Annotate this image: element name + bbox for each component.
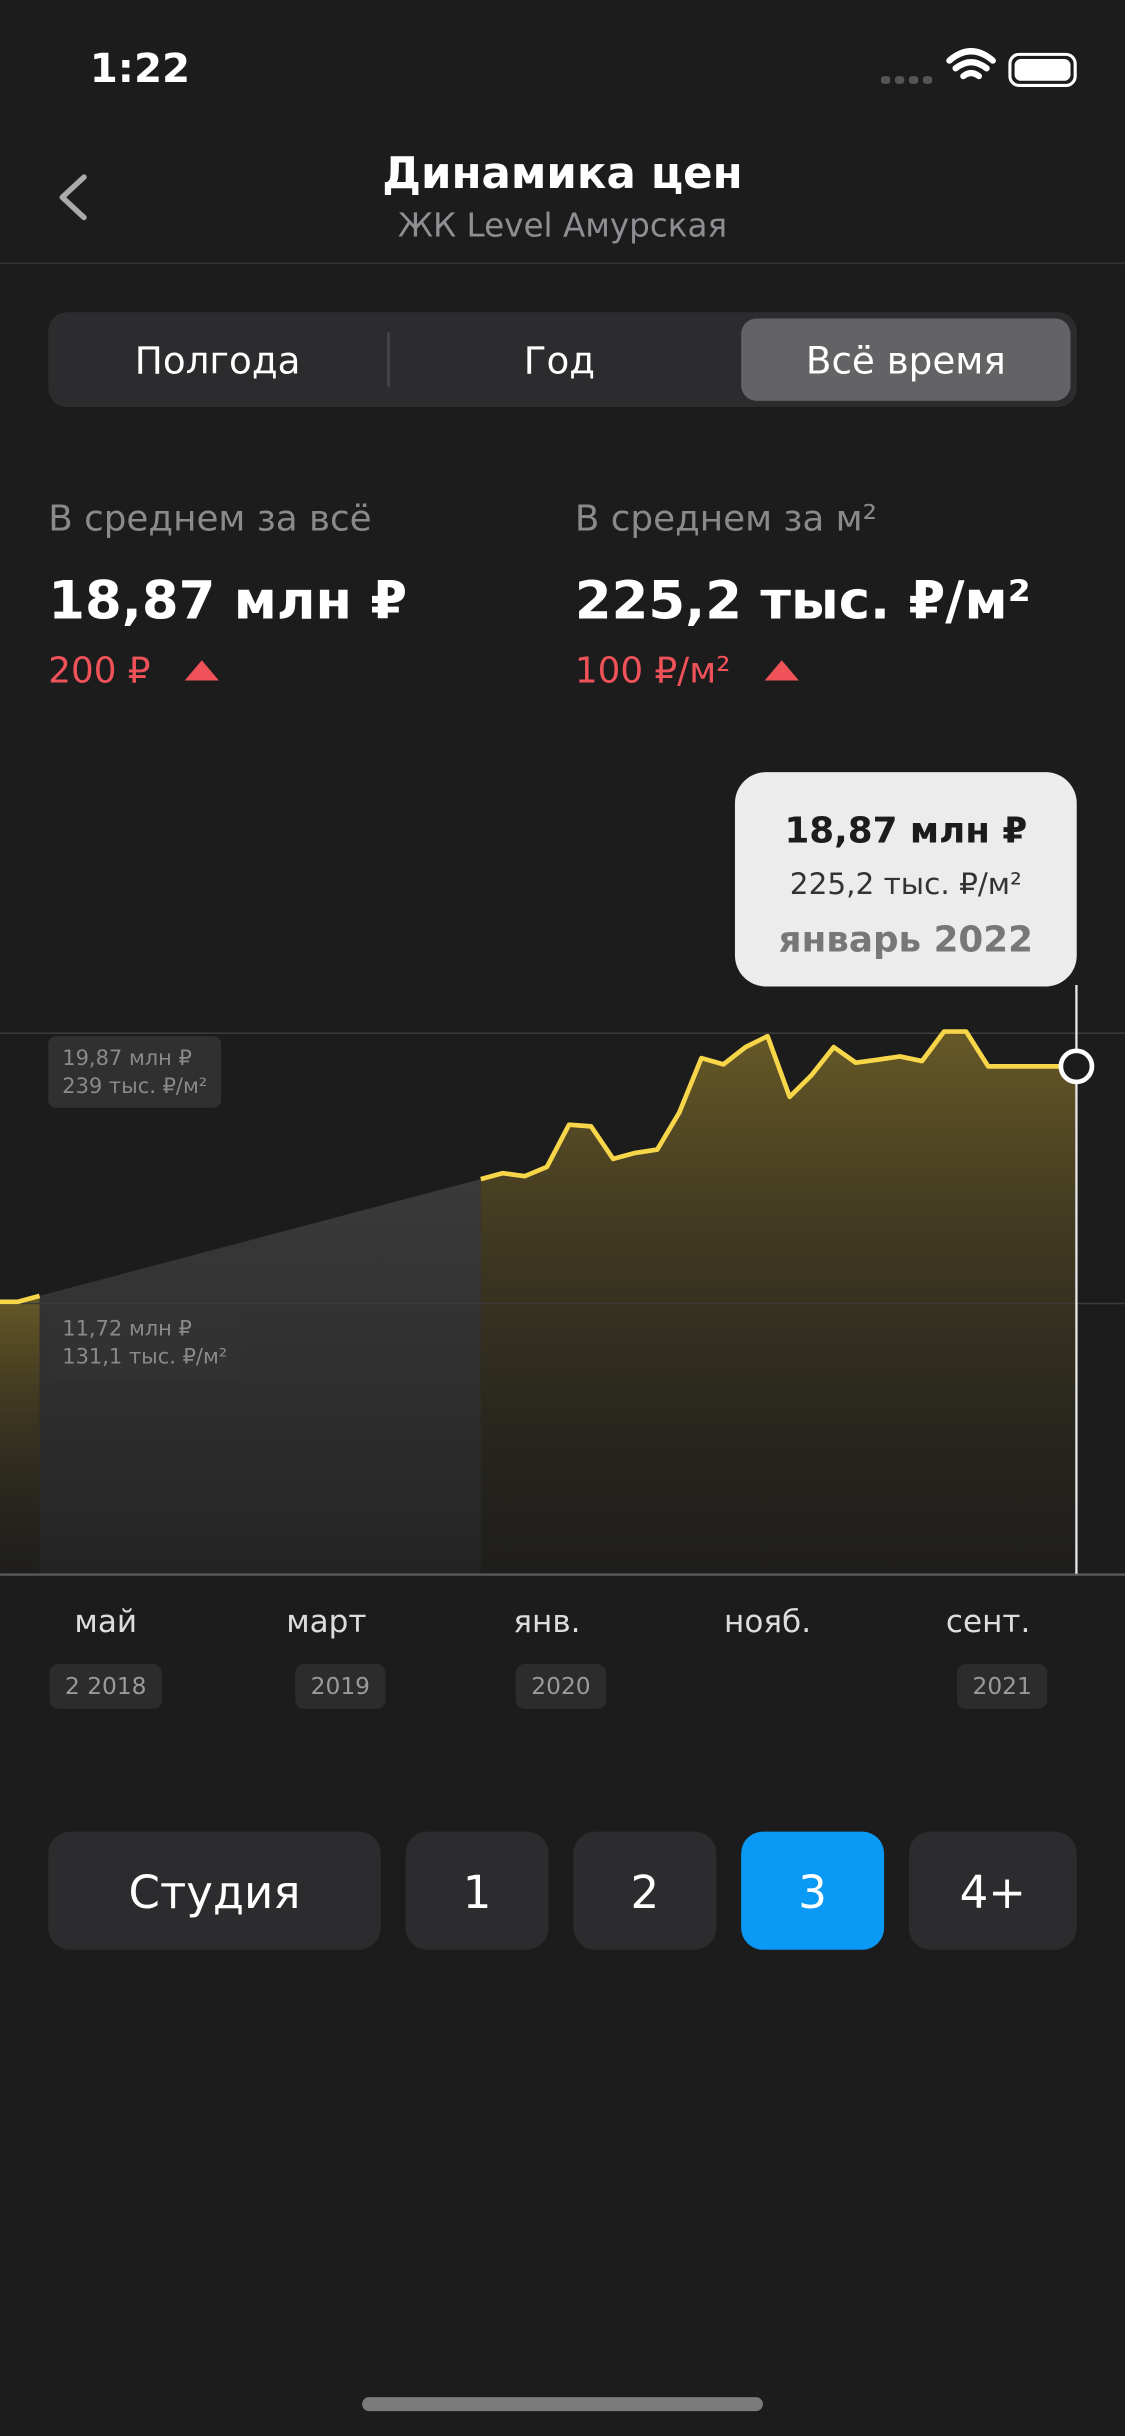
year-badge <box>49 1663 163 1709</box>
year-label: 2019 <box>311 1673 370 1700</box>
stat-value: 225,2 тыс. ₽/м² <box>575 571 1031 632</box>
home-indicator <box>362 2397 763 2412</box>
stat-change: 100 ₽/м² <box>575 651 731 692</box>
tick-badge <box>48 1306 242 1379</box>
signal-icon <box>880 76 933 84</box>
period-selected <box>741 318 1071 401</box>
room-button[interactable] <box>908 1831 1077 1950</box>
header-subtitle: ЖК Level Амурская <box>398 206 727 244</box>
header-title: Динамика цен <box>382 149 743 199</box>
year-badge <box>956 1663 1048 1709</box>
y-tick-label: 19,87 млн ₽ <box>62 1046 192 1070</box>
stat-label: В среднем за всё <box>48 498 371 539</box>
period-option[interactable]: Всё время <box>806 338 1006 382</box>
room-label[interactable]: 1 <box>463 1866 492 1919</box>
back-button[interactable] <box>59 174 87 221</box>
area-fill <box>480 1031 1077 1574</box>
room-label[interactable]: 2 <box>631 1866 660 1919</box>
room-button[interactable] <box>48 1831 381 1950</box>
up-arrow <box>184 660 219 681</box>
selected-point <box>1058 1048 1095 1085</box>
room-button[interactable] <box>573 1831 717 1950</box>
year-label: 2021 <box>973 1673 1032 1700</box>
room-label[interactable]: Студия <box>129 1866 301 1919</box>
y2-tick-label: 131,1 тыс. ₽/м² <box>62 1344 227 1368</box>
x-tick-label: сент. <box>946 1604 1030 1640</box>
tick-badge <box>48 1036 222 1108</box>
room-button[interactable] <box>405 1831 549 1950</box>
price-chart: 11,72 млн ₽ 131,1 тыс. ₽/м² 19,87 млн ₽ 239… <box>0 772 1125 1709</box>
stats: В среднем за всё 18,87 млн ₽ 200 ₽ В средне… <box>48 498 1031 691</box>
tooltip-price-m2: 225,2 тыс. ₽/м² <box>790 867 1022 901</box>
x-tick-label: март <box>286 1604 366 1640</box>
battery-level <box>1014 59 1071 81</box>
tooltip <box>734 772 1077 987</box>
area-fill <box>0 1295 40 1574</box>
year-badge <box>295 1663 386 1709</box>
stat-label: В среднем за м² <box>575 498 877 539</box>
room-options: Студия 1 2 3 4+ <box>48 1831 1077 1950</box>
gap-fill <box>39 1179 481 1574</box>
room-button[interactable] <box>741 1831 885 1950</box>
price-line <box>0 1029 1077 1305</box>
x-tick-label: нояб. <box>724 1604 811 1640</box>
y-tick-label: 11,72 млн ₽ <box>62 1316 192 1340</box>
period-option[interactable]: Год <box>524 338 595 382</box>
status-time: 1:22 <box>90 45 190 92</box>
period-options: Полгода Год Всё время <box>135 318 1071 401</box>
up-arrow <box>764 660 799 681</box>
period-option[interactable]: Полгода <box>135 338 301 382</box>
year-label: 2 2018 <box>65 1673 147 1700</box>
battery-icon <box>1008 52 1077 87</box>
year-label: 2020 <box>531 1673 590 1700</box>
room-label[interactable]: 4+ <box>960 1866 1026 1919</box>
wifi-icon <box>946 48 996 80</box>
y2-tick-label: 239 тыс. ₽/м² <box>62 1074 207 1098</box>
year-badge <box>515 1663 607 1709</box>
tooltip-price: 18,87 млн ₽ <box>784 811 1027 852</box>
stat-value: 18,87 млн ₽ <box>48 571 407 632</box>
x-tick-label: май <box>74 1604 137 1640</box>
x-tick-label: янв. <box>513 1604 580 1640</box>
tooltip-date: январь 2022 <box>779 919 1033 960</box>
room-label[interactable]: 3 <box>798 1866 827 1919</box>
stat-change: 200 ₽ <box>48 651 150 692</box>
